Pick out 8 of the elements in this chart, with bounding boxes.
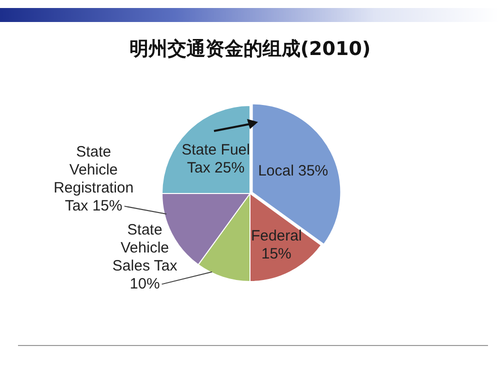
slice-label: Federal xyxy=(250,227,302,244)
slice-label: State Vehicle Registration Tax 15% xyxy=(54,143,134,214)
data-label: 10% xyxy=(130,275,160,292)
slice-label: State Fuel Tax 25% xyxy=(182,141,250,176)
chart-title: 明州交通资金的组成(2010) xyxy=(128,37,372,62)
slice-label: Local 35% xyxy=(258,162,328,180)
slice-label: State Vehicle Sales Tax xyxy=(112,221,178,274)
data-label: 15% xyxy=(261,245,292,262)
